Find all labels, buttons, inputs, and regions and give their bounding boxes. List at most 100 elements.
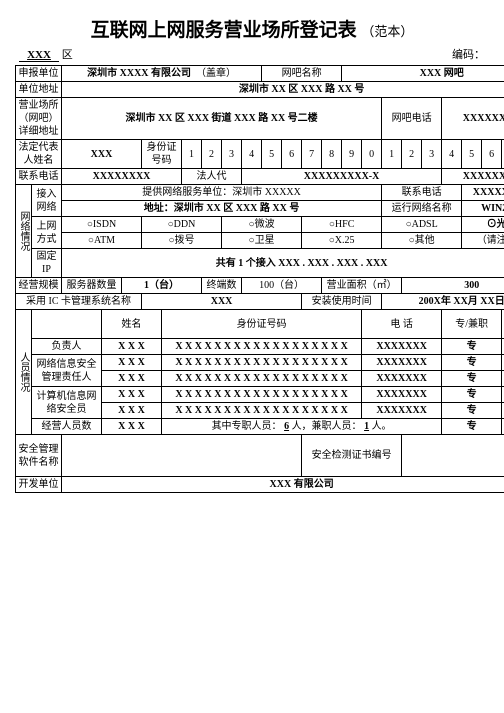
id-digit: 8 <box>322 140 342 169</box>
table-row: 计算机信息网络安全员 X X X X X X X X X X X X X X X… <box>16 387 504 403</box>
code-label: 编码： <box>452 46 485 62</box>
cert-label: 安全检测证书编号 <box>302 435 402 477</box>
contact-phone: XXXXXXXX <box>62 169 182 185</box>
opt-x25: ○X.25 <box>302 233 382 249</box>
staff-phone: XXXXXXX <box>362 387 442 403</box>
staff-name: X X X <box>102 387 162 403</box>
staff-name: X X X <box>102 355 162 371</box>
ic-label: 采用 IC 卡管理系统名称 <box>16 294 142 310</box>
rep-id-label: 身份证号码 <box>142 140 182 169</box>
table-row: 法定代表人姓名 XXX 身份证号码 1 2 3 4 5 6 7 8 9 0 1 … <box>16 140 504 169</box>
table-row: 采用 IC 卡管理系统名称 XXX 安装使用时间 200X年 XX月 XX日 <box>16 294 504 310</box>
id-digit: 7 <box>302 140 322 169</box>
table-row: 人员情况 姓名 身份证号码 电 话 专/兼职 培训状态 <box>16 310 504 339</box>
id-digit: 3 <box>222 140 242 169</box>
staff-name: X X X <box>102 419 162 435</box>
staff-phone: XXXXXXX <box>362 371 442 387</box>
id-digit: 4 <box>442 140 462 169</box>
opt-dial: ○拨号 <box>142 233 222 249</box>
table-row: 上网方式 ○ISDN ○DDN ○微波 ○HFC ○ADSL ⊙光纤 <box>16 217 504 233</box>
table-row: 网络信息安全管理责任人 X X X X X X X X X X X X X X … <box>16 355 504 371</box>
biz-addr: 深圳市 XX 区 XXX 街道 XXX 路 XX 号二楼 <box>62 98 382 140</box>
isp-phone: XXXXXXXX <box>462 185 504 201</box>
table-row: 单位地址 深圳市 XX 区 XXX 路 XX 号 <box>16 82 504 98</box>
staff-type: 专 <box>442 355 502 371</box>
district-value: XXX <box>19 49 59 62</box>
staff-id: X X X X X X X X X X X X X X X X X X <box>162 355 362 371</box>
ic-name: XXX <box>142 294 302 310</box>
table-row: 负责人 X X X X X X X X X X X X X X X X X X … <box>16 339 504 355</box>
table-row: 网络情况 接入网络 提供网络服务单位：深圳市 XXXXX 联系电话 XXXXXX… <box>16 185 504 201</box>
bar-phone: XXXXXXXX <box>442 98 504 140</box>
contact-phone-label: 联系电话 <box>16 169 62 185</box>
staff-side-label: 人员情况 <box>16 310 32 435</box>
staff-phone: XXXXXXX <box>362 339 442 355</box>
fixed-ip-value: 共有 1 个接入 XXX . XXX . XXX . XXX <box>62 249 504 278</box>
opt-other: ○其他 <box>382 233 462 249</box>
id-digit: 5 <box>462 140 482 169</box>
rep-code-label: 法人代 <box>182 169 242 185</box>
summary-mid: 人，兼职人员： <box>292 421 362 432</box>
unit-addr-label: 单位地址 <box>16 82 62 98</box>
staff-role: 负责人 <box>32 339 102 355</box>
table-row: 地址：深圳市 XX 区 XXX 路 XX 号 运行网络名称 WIN2000 <box>16 201 504 217</box>
id-digit: 2 <box>402 140 422 169</box>
isp-name: 提供网络服务单位：深圳市 XXXXX <box>62 185 382 201</box>
opt-isdn: ○ISDN <box>62 217 142 233</box>
table-row: 经营人员数 X X X 其中专职人员： 6 人，兼职人员： 1 人。 专 已 <box>16 419 504 435</box>
bar-name-label: 网吧名称 <box>262 66 342 82</box>
id-digit: 6 <box>282 140 302 169</box>
install-time-label: 安装使用时间 <box>302 294 382 310</box>
table-row: 安全管理软件名称 安全检测证书编号 <box>16 435 504 477</box>
table-row: 联系电话 XXXXXXXX 法人代 XXXXXXXXX-X XXXXXXXX <box>16 169 504 185</box>
term-value: 100（台） <box>242 278 322 294</box>
staff-name: X X X <box>102 371 162 387</box>
fixed-ip-label: 固定 IP <box>32 249 62 278</box>
id-digit: 3 <box>422 140 442 169</box>
id-digit: 2 <box>202 140 222 169</box>
area-value: 300 <box>402 278 504 294</box>
staff-type: 专 <box>442 339 502 355</box>
id-digit: 1 <box>182 140 202 169</box>
unit-addr: 深圳市 XX 区 XXX 路 XX 号 <box>62 82 504 98</box>
id-digit: 1 <box>382 140 402 169</box>
os-label: 运行网络名称 <box>382 201 462 217</box>
os-value: WIN2000 <box>462 201 504 217</box>
staff-phone: XXXXXXX <box>362 355 442 371</box>
staff-phone-header: 电 话 <box>362 310 442 339</box>
stamp-note: （盖章） <box>196 68 236 79</box>
opt-ddn: ○DDN <box>142 217 222 233</box>
main-form-table: 申报单位 深圳市 XXXX 有限公司 （盖章） 网吧名称 XXX 网吧 单位地址… <box>15 65 504 493</box>
staff-id: X X X X X X X X X X X X X X X X X X <box>162 403 362 419</box>
opt-note: （请注明） <box>462 233 504 249</box>
staff-id-header: 身份证号码 <box>162 310 362 339</box>
staff-role: 经营人员数 <box>32 419 102 435</box>
id-digit: 4 <box>242 140 262 169</box>
isp-addr: 地址：深圳市 XX 区 XXX 路 XX 号 <box>62 201 382 217</box>
cert-value <box>402 435 504 477</box>
soft-label: 安全管理软件名称 <box>16 435 62 477</box>
summary-pre: 其中专职人员： <box>212 421 282 432</box>
area-label: 营业面积（㎡） <box>322 278 402 294</box>
staff-type: 专 <box>442 387 502 403</box>
opt-hfc: ○HFC <box>302 217 382 233</box>
staff-id: X X X X X X X X X X X X X X X X X X <box>162 387 362 403</box>
opt-fiber: ⊙光纤 <box>462 217 504 233</box>
staff-role: 网络信息安全管理责任人 <box>32 355 102 387</box>
summary-full: 6 <box>284 421 289 432</box>
applicant-label: 申报单位 <box>16 66 62 82</box>
id-digit: 9 <box>342 140 362 169</box>
summary-part: 1 <box>364 421 369 432</box>
table-row: 开发单位 XXX 有限公司 <box>16 477 504 493</box>
staff-type: 专 <box>442 403 502 419</box>
opt-sat: ○卫星 <box>222 233 302 249</box>
staff-role: 计算机信息网络安全员 <box>32 387 102 419</box>
opt-adsl: ○ADSL <box>382 217 462 233</box>
table-row: 固定 IP 共有 1 个接入 XXX . XXX . XXX . XXX <box>16 249 504 278</box>
company-name: 深圳市 XXXX 有限公司 <box>87 68 191 79</box>
district-suffix: 区 <box>62 49 73 61</box>
staff-role-header <box>32 310 102 339</box>
summary-end: 人。 <box>372 421 392 432</box>
rep-name: XXX <box>62 140 142 169</box>
staff-name-header: 姓名 <box>102 310 162 339</box>
